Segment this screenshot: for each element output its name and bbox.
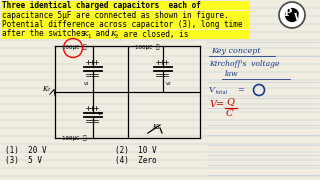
Circle shape	[285, 8, 299, 22]
Text: V=: V=	[209, 100, 224, 109]
FancyBboxPatch shape	[1, 10, 249, 19]
Text: after the switches: after the switches	[2, 30, 90, 39]
FancyBboxPatch shape	[1, 1, 249, 10]
Text: =: =	[237, 86, 244, 94]
Text: (4)  Zero: (4) Zero	[115, 156, 156, 165]
Text: 100μC ③: 100μC ③	[62, 135, 86, 141]
Text: V: V	[209, 86, 215, 94]
FancyBboxPatch shape	[1, 20, 249, 29]
Text: Key concept: Key concept	[211, 47, 260, 55]
Text: law: law	[225, 70, 238, 78]
Text: Potential difference across capacitor (3), long time: Potential difference across capacitor (3…	[2, 20, 243, 29]
Text: K: K	[110, 30, 116, 39]
Text: v₃: v₃	[98, 111, 103, 116]
Text: K: K	[82, 30, 88, 39]
Text: K₂: K₂	[42, 85, 50, 93]
Text: P: P	[284, 7, 292, 18]
Text: v₂: v₂	[166, 81, 172, 86]
Text: and: and	[91, 30, 114, 39]
Text: 2: 2	[115, 34, 118, 39]
FancyBboxPatch shape	[1, 30, 249, 39]
Text: (1)  20 V: (1) 20 V	[5, 146, 47, 155]
Text: 100μC ②: 100μC ②	[135, 44, 159, 50]
Text: v₁: v₁	[84, 81, 90, 86]
Text: total: total	[216, 90, 228, 95]
Text: (3)  5 V: (3) 5 V	[5, 156, 42, 165]
Text: Three identical charged capacitors  each of: Three identical charged capacitors each …	[2, 1, 201, 10]
Text: (2)  10 V: (2) 10 V	[115, 146, 156, 155]
Text: Kirchoff's  voltage: Kirchoff's voltage	[209, 60, 279, 68]
Text: 1: 1	[87, 34, 90, 39]
Text: Q: Q	[226, 97, 234, 106]
Text: are closed, is: are closed, is	[119, 30, 188, 39]
Text: K₁: K₁	[152, 123, 160, 131]
Text: 100μC ①: 100μC ①	[62, 44, 86, 50]
Text: C: C	[226, 109, 234, 118]
Text: capacitance 5μF are connected as shown in figure.: capacitance 5μF are connected as shown i…	[2, 10, 228, 19]
Text: W: W	[293, 13, 303, 22]
Circle shape	[279, 2, 305, 28]
